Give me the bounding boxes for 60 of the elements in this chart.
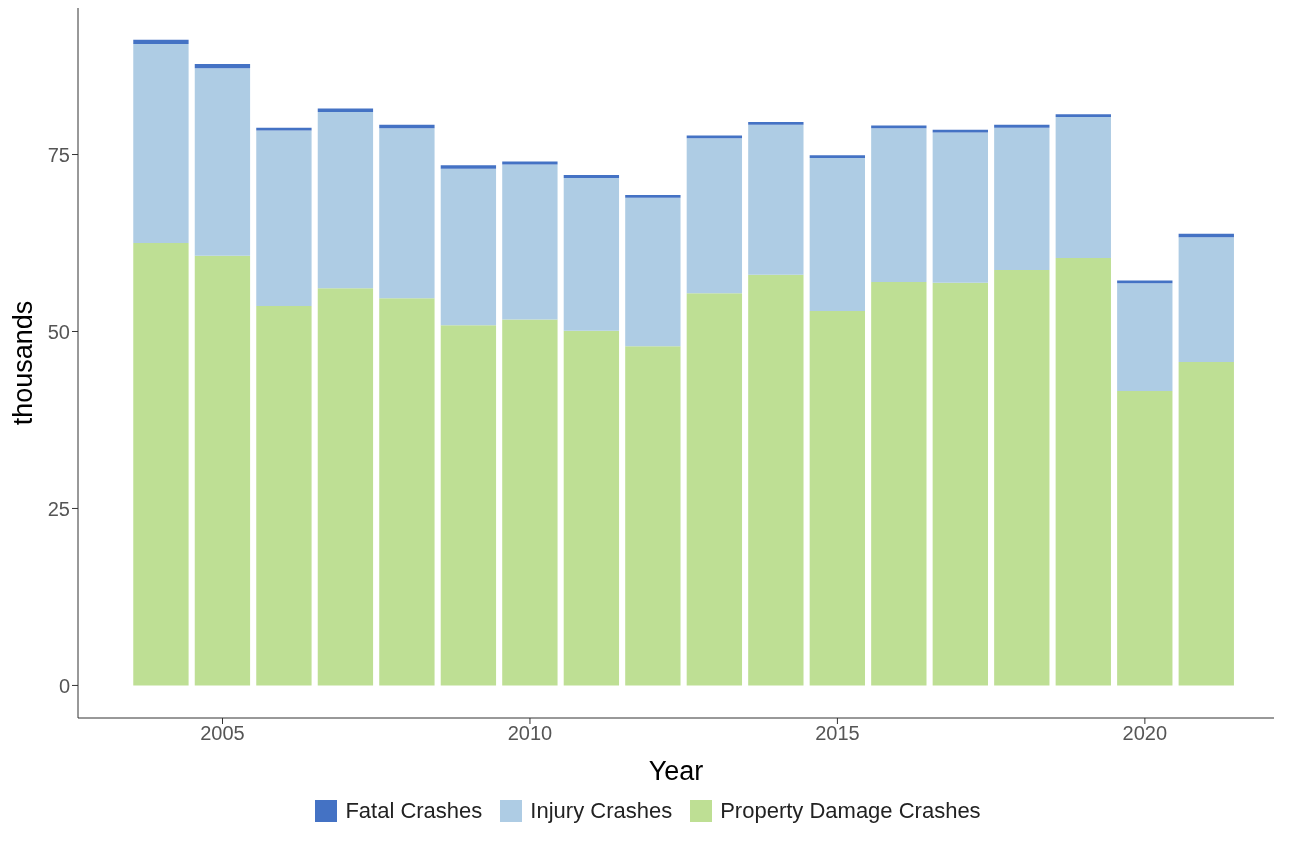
bar (932, 129, 988, 133)
bar (563, 175, 620, 178)
bar (194, 63, 251, 69)
bar (502, 164, 558, 320)
bar (379, 298, 435, 686)
bar (1055, 117, 1111, 258)
bar (686, 293, 743, 686)
bar (809, 310, 866, 686)
bar (440, 168, 497, 326)
x-tick-label: 2005 (200, 722, 245, 745)
bar (625, 346, 681, 686)
y-tick-label: 50 (47, 320, 70, 343)
bar (502, 319, 558, 686)
bar (1178, 361, 1234, 686)
bar (625, 197, 681, 347)
legend-label: Injury Crashes (530, 798, 673, 824)
y-tick-label: 25 (47, 497, 70, 520)
y-tick-label: 75 (47, 143, 70, 166)
bar (809, 155, 866, 159)
x-tick-label: 2010 (507, 722, 553, 745)
bar (379, 128, 435, 299)
bar (1117, 390, 1173, 686)
x-axis-title: Year (648, 756, 704, 786)
bar (625, 194, 681, 198)
y-axis-title: thousands (7, 300, 38, 426)
bar (994, 124, 1050, 128)
x-tick-label: 2015 (815, 722, 860, 745)
bar (1117, 283, 1173, 391)
y-tick-label: 0 (58, 674, 70, 697)
bar (133, 44, 189, 244)
bar (256, 130, 312, 307)
bar (748, 121, 804, 125)
bar (440, 165, 497, 169)
bar (748, 274, 804, 686)
bar (1178, 237, 1234, 362)
bar (932, 132, 988, 283)
bar (932, 282, 988, 686)
legend-label: Property Damage Crashes (720, 798, 981, 824)
bar (194, 68, 251, 256)
bar (133, 39, 189, 45)
bar (317, 288, 374, 686)
bar (317, 112, 374, 289)
bar (686, 138, 743, 294)
bar (563, 177, 620, 331)
bar (440, 325, 497, 686)
legend-label: Fatal Crashes (345, 798, 483, 824)
bar (994, 269, 1050, 686)
bar (1055, 114, 1111, 118)
bar (133, 243, 189, 686)
bar (809, 158, 866, 311)
bar (871, 128, 927, 282)
bar (686, 135, 743, 139)
x-tick-label: 2020 (1122, 722, 1168, 745)
bar (994, 127, 1050, 270)
bar (871, 281, 927, 686)
bar (194, 255, 251, 686)
bar (748, 124, 804, 275)
bar (1055, 257, 1111, 686)
bar (256, 306, 312, 686)
bar (563, 330, 620, 686)
